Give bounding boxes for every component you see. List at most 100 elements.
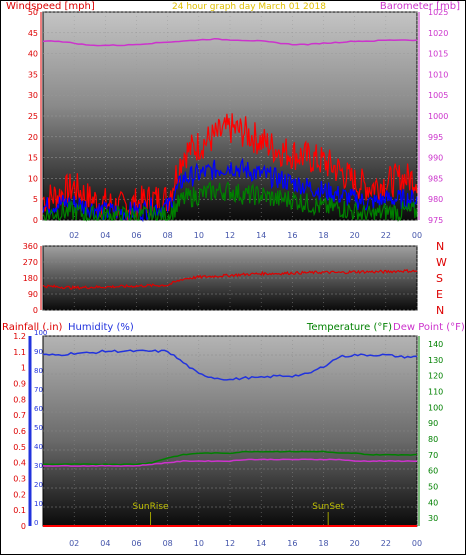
direction-tick-label: 0 [33, 306, 38, 315]
weather-x-tick-label: 22 [381, 539, 391, 548]
rain-tick-label: 1.2 [13, 332, 26, 341]
wind-tick-label: 0 [33, 216, 38, 225]
barometer-tick-label: 980 [428, 195, 443, 204]
wind-tick-label: 25 [28, 112, 38, 121]
rain-tick-label: 0.6 [13, 427, 26, 436]
wind-x-tick-label: 06 [131, 231, 141, 240]
weather-x-tick-label: 02 [69, 539, 79, 548]
compass-w: W [436, 256, 447, 269]
direction-tick-label: 360 [23, 242, 38, 251]
windspeed-axis-title: Windspeed [mph] [6, 1, 95, 12]
humidity-tick-label: 10 [34, 500, 43, 508]
temperature-tick-label: 140 [428, 340, 443, 349]
compass-n-top: N [436, 240, 444, 253]
wind-x-tick-label: 18 [318, 231, 328, 240]
barometer-tick-label: 1005 [428, 91, 448, 100]
rain-tick-label: 0.1 [13, 506, 26, 515]
wind-x-tick-label: 12 [225, 231, 235, 240]
weather-x-tick-label: 10 [194, 539, 204, 548]
barometer-axis-title: Barometer [mb] [380, 1, 460, 12]
barometer-tick-label: 1015 [428, 50, 448, 59]
barometer-line [42, 37, 418, 47]
barometer-tick-label: 990 [428, 154, 443, 163]
wind-x-tick-label: 08 [163, 231, 173, 240]
wind-x-tick-label: 20 [350, 231, 360, 240]
wind-x-tick-label: 14 [256, 231, 266, 240]
temperature-axis-title: Temperature (°F) [306, 322, 392, 333]
humidity-tick-label: 30 [34, 462, 43, 470]
rain-tick-label: 0.8 [13, 395, 26, 404]
wind-x-tick-label: 16 [287, 231, 297, 240]
wind-gust-line [42, 113, 418, 221]
direction-tick-label: 270 [23, 258, 38, 267]
rain-tick-label: 0.7 [13, 411, 26, 420]
wind-x-tick-label: 00 [412, 231, 422, 240]
rain-tick-label: 0.3 [13, 475, 26, 484]
rain-tick-label: 0.9 [13, 380, 26, 389]
wind-tick-label: 50 [28, 8, 38, 17]
wind-tick-label: 30 [28, 91, 38, 100]
chart-marks: 0510152025303540455097598098599099510001… [13, 8, 448, 548]
wind-x-tick-label: 22 [381, 231, 391, 240]
barometer-tick-label: 985 [428, 174, 443, 183]
direction-line [42, 268, 418, 291]
humidity-tick-label: 100 [34, 329, 47, 337]
compass-n-bottom: N [436, 304, 444, 317]
rainfall-axis-title: Rainfall (.in) [2, 322, 63, 333]
humidity-tick-label: 60 [34, 405, 43, 413]
weather-x-tick-label: 08 [163, 539, 173, 548]
rain-tick-label: 0 [21, 522, 26, 531]
rain-tick-label: 1 [21, 364, 26, 373]
humidity-tick-label: 0 [34, 519, 38, 527]
weather-x-tick-label: 04 [100, 539, 110, 548]
humidity-line [42, 349, 418, 381]
compass-s: S [436, 272, 443, 285]
weather-x-tick-label: 16 [287, 539, 297, 548]
rain-tick-label: 0.5 [13, 443, 26, 452]
wind-tick-label: 40 [28, 50, 38, 59]
wind-avg-line [42, 157, 418, 223]
barometer-tick-label: 1025 [428, 8, 448, 17]
barometer-tick-label: 975 [428, 216, 443, 225]
direction-tick-label: 90 [28, 290, 38, 299]
temperature-tick-label: 60 [428, 467, 438, 476]
wind-tick-label: 5 [33, 195, 38, 204]
wind-min-line [42, 181, 418, 223]
wind-x-tick-label: 10 [194, 231, 204, 240]
humidity-axis-title: Humidity (%) [68, 322, 134, 333]
barometer-tick-label: 995 [428, 133, 443, 142]
humidity-tick-label: 80 [34, 367, 43, 375]
temperature-line [42, 450, 418, 466]
wind-tick-label: 10 [28, 174, 38, 183]
barometer-tick-label: 1020 [428, 29, 448, 38]
humidity-tick-label: 20 [34, 481, 43, 489]
humidity-tick-label: 70 [34, 386, 43, 394]
wind-tick-label: 45 [28, 29, 38, 38]
temperature-tick-label: 90 [428, 419, 438, 428]
temperature-tick-label: 40 [428, 498, 438, 507]
weather-x-tick-label: 18 [318, 539, 328, 548]
wind-tick-label: 20 [28, 133, 38, 142]
dewpoint-axis-title: Dew Point (°F) [393, 322, 465, 333]
temperature-tick-label: 100 [428, 403, 443, 412]
compass-e: E [436, 288, 443, 301]
humidity-tick-label: 50 [34, 424, 43, 432]
weather-x-tick-label: 20 [350, 539, 360, 548]
rain-tick-label: 1.1 [13, 348, 26, 357]
barometer-tick-label: 1000 [428, 112, 448, 121]
temperature-tick-label: 130 [428, 356, 443, 365]
temperature-tick-label: 110 [428, 387, 443, 396]
temperature-tick-label: 120 [428, 372, 443, 381]
direction-tick-label: 180 [23, 274, 38, 283]
wind-x-tick-label: 04 [100, 231, 110, 240]
barometer-tick-label: 1010 [428, 70, 448, 79]
weather-x-tick-label: 12 [225, 539, 235, 548]
dewpoint-line [42, 458, 418, 467]
temperature-tick-label: 50 [428, 482, 438, 491]
weather-x-tick-label: 06 [131, 539, 141, 548]
wind-tick-label: 15 [28, 154, 38, 163]
temperature-tick-label: 30 [428, 514, 438, 523]
graph-title: 24 hour graph day March 01 2018 [172, 2, 326, 12]
